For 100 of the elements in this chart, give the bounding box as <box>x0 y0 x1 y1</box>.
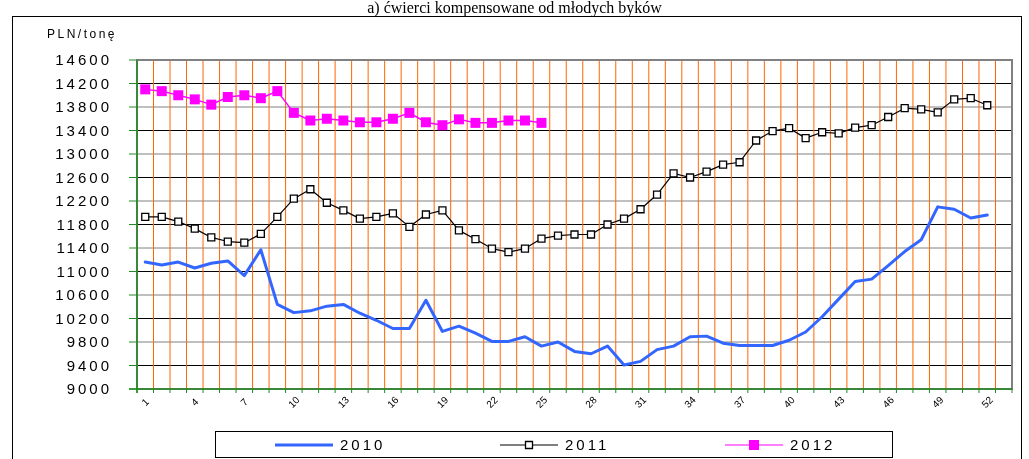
point <box>173 90 184 101</box>
point <box>256 229 265 239</box>
point <box>817 128 827 137</box>
point <box>372 212 381 222</box>
point <box>387 113 398 124</box>
y-tick-label: 10200 <box>55 309 112 327</box>
point <box>438 206 447 215</box>
legend-label: 2012 <box>790 436 836 453</box>
x-tick-label: 52 <box>979 393 996 410</box>
point <box>355 214 365 223</box>
point <box>454 226 464 235</box>
x-tick-label: 49 <box>929 393 946 410</box>
point <box>222 92 233 103</box>
x-tick-label: 16 <box>385 393 402 410</box>
x-tick-label: 7 <box>238 395 251 408</box>
y-tick-label: 9400 <box>66 356 112 374</box>
point <box>305 115 316 126</box>
point <box>371 117 382 128</box>
y-tick-label: 13000 <box>55 145 112 163</box>
x-tick-label: 13 <box>335 393 352 410</box>
y-tick-label: 9000 <box>66 380 112 398</box>
y-tick-label: 11000 <box>56 262 112 280</box>
point <box>900 104 909 113</box>
point <box>586 230 596 239</box>
x-tick-label: 46 <box>880 393 897 410</box>
y-tick-label: 12200 <box>55 192 112 210</box>
point <box>453 114 464 125</box>
chart-title: a) ćwierci kompensowane od młodych byków <box>367 0 663 17</box>
point <box>884 112 893 122</box>
legend-label: 2011 <box>565 436 610 453</box>
point <box>190 224 199 233</box>
x-tick-label: 31 <box>632 393 649 410</box>
point <box>669 169 678 178</box>
point <box>553 231 563 240</box>
point <box>570 230 579 239</box>
point <box>851 123 860 132</box>
point <box>735 158 744 167</box>
point <box>420 117 431 128</box>
point <box>338 115 349 126</box>
point <box>388 209 398 218</box>
point <box>702 167 711 176</box>
point <box>487 244 497 253</box>
point <box>354 117 365 128</box>
point <box>950 95 959 104</box>
point <box>503 115 514 126</box>
point <box>273 212 282 222</box>
point <box>289 194 298 203</box>
point <box>536 117 547 128</box>
x-tick-label: 4 <box>188 395 201 408</box>
point <box>718 160 728 169</box>
x-tick-label: 10 <box>286 393 302 410</box>
point <box>141 212 150 222</box>
point <box>157 212 166 222</box>
point <box>834 129 843 138</box>
point <box>174 217 183 226</box>
point <box>867 121 876 130</box>
point <box>404 107 415 118</box>
point <box>470 117 481 128</box>
point <box>751 136 761 145</box>
point <box>272 86 283 97</box>
x-tick-label: 34 <box>682 393 699 410</box>
point <box>156 86 167 97</box>
point <box>519 115 530 126</box>
point <box>636 205 645 214</box>
y-tick-label: 11400 <box>56 239 112 257</box>
point <box>471 235 480 244</box>
y-tick-label: 14600 <box>55 51 112 69</box>
x-tick-label: 37 <box>731 393 748 410</box>
point <box>405 222 414 231</box>
x-tick-label: 43 <box>830 393 847 410</box>
y-tick-label: 13400 <box>55 121 112 139</box>
point <box>339 206 348 215</box>
point <box>966 94 975 103</box>
point <box>206 99 217 110</box>
point <box>255 93 266 104</box>
point <box>306 185 315 194</box>
legend-label: 2010 <box>340 436 386 453</box>
line-series <box>143 205 989 367</box>
point <box>321 113 332 124</box>
point <box>652 190 662 199</box>
y-axis-title: PLN/tonę <box>47 27 118 41</box>
y-tick-label: 13800 <box>55 98 112 116</box>
point <box>240 238 249 247</box>
point <box>288 107 299 118</box>
point <box>933 108 942 117</box>
point <box>189 94 200 105</box>
point <box>983 101 992 110</box>
point <box>486 117 497 128</box>
point <box>784 124 794 133</box>
point <box>917 105 926 114</box>
y-tick-label: 9800 <box>66 333 112 351</box>
x-tick-label: 28 <box>583 393 600 410</box>
y-tick-label: 11800 <box>56 215 112 233</box>
point <box>239 90 250 101</box>
point <box>603 220 612 229</box>
x-tick-label: 40 <box>781 393 798 410</box>
point <box>421 210 431 219</box>
point <box>322 198 332 207</box>
point <box>619 214 629 223</box>
x-tick-label: 22 <box>484 393 501 410</box>
